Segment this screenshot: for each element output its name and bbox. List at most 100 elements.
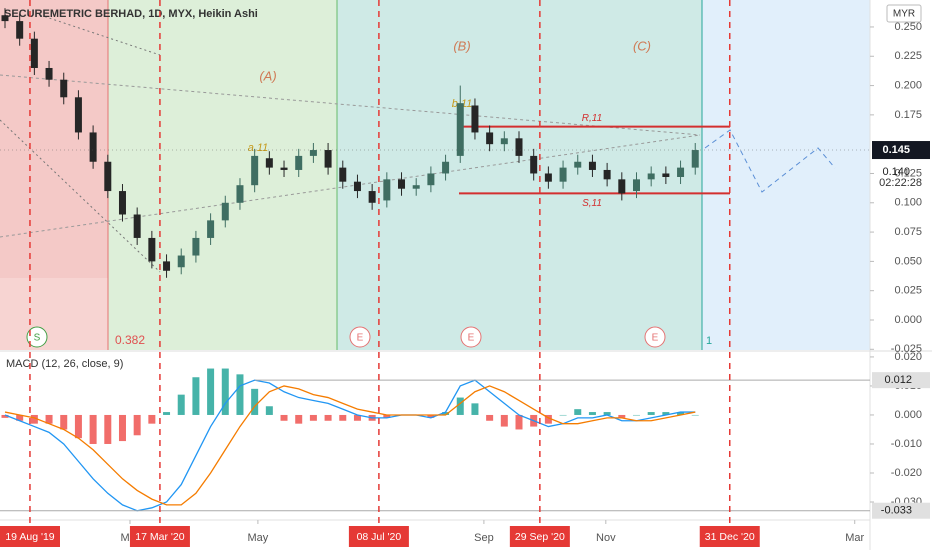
histogram-bar	[104, 414, 112, 444]
histogram-bar	[456, 397, 464, 415]
candle-body	[677, 167, 685, 177]
candle-body	[295, 155, 303, 170]
candle-body	[603, 169, 611, 180]
histogram-bar	[207, 368, 215, 415]
date-badge	[348, 526, 409, 547]
level-label: R,11	[582, 113, 602, 124]
zone-marker	[349, 326, 371, 348]
zone-green	[108, 0, 337, 350]
candle-body	[192, 237, 200, 256]
y-tick-label: 0.100	[894, 197, 922, 209]
histogram-bar	[603, 412, 611, 415]
x-tick-label: Nov	[596, 532, 616, 544]
histogram-bar	[309, 414, 317, 421]
histogram-bar	[265, 406, 273, 415]
histogram-bar	[691, 414, 699, 416]
last-price: 0.145	[882, 144, 910, 156]
histogram-bar	[1, 414, 9, 418]
y-tick-label: 0.125	[894, 167, 922, 179]
trend-line	[0, 119, 161, 273]
histogram-bar	[559, 414, 567, 416]
candle-body	[280, 167, 288, 170]
candle-body	[339, 167, 347, 182]
date-badge	[699, 526, 760, 547]
y-tick-label: 0.250	[894, 21, 922, 33]
histogram-bar	[118, 414, 126, 442]
zone-teal	[337, 0, 702, 350]
x-tick-label: Mar	[845, 532, 864, 544]
signal-line	[4, 385, 696, 506]
macd-badge-label: 0.012	[884, 374, 912, 386]
histogram-bar	[486, 414, 494, 421]
y-tick-label: 0.050	[894, 255, 922, 267]
countdown: 02:22:28	[879, 177, 922, 189]
histogram-bar	[427, 414, 435, 418]
candle-body	[177, 255, 185, 268]
candle-body	[133, 214, 141, 238]
candle-body	[486, 132, 494, 145]
candle-body	[500, 138, 508, 145]
candle-body	[368, 191, 376, 203]
macd-badge	[872, 502, 930, 519]
histogram-bar	[574, 409, 582, 415]
projection	[704, 129, 836, 193]
candle-body	[632, 179, 640, 192]
histogram-bar	[647, 412, 655, 415]
date-badge	[129, 526, 190, 547]
macd-title: MACD (12, 26, close, 9)	[6, 358, 123, 370]
candle-body	[471, 105, 479, 133]
histogram-bar	[192, 377, 200, 415]
zone-marker-label: E	[652, 333, 659, 344]
last-price-badge	[872, 141, 930, 160]
histogram-bar	[16, 414, 24, 421]
y-tick-label: 0.200	[894, 79, 922, 91]
histogram-bar	[280, 414, 288, 421]
histogram-bar	[471, 403, 479, 415]
histogram-bar	[544, 414, 552, 424]
price-label: 0.140	[882, 166, 910, 178]
date-badge	[509, 526, 570, 547]
histogram-bar	[133, 414, 141, 436]
y-tick-label: 0.175	[894, 109, 922, 121]
histogram-bar	[30, 414, 38, 424]
candle-body	[148, 237, 156, 262]
zone-marker	[644, 326, 666, 348]
currency: MYR	[893, 9, 915, 20]
candle-body	[1, 15, 9, 22]
candle-body	[618, 179, 626, 194]
candle-body	[324, 150, 332, 168]
macd-badge-label: -0.033	[881, 505, 912, 517]
candle-body	[544, 173, 552, 182]
histogram-bar	[221, 368, 229, 415]
candle-body	[309, 150, 317, 156]
annotation: (A)	[259, 68, 276, 83]
histogram-bar	[60, 414, 68, 430]
annotation: a,11	[248, 142, 269, 154]
candle-body	[398, 179, 406, 189]
x-tick-label: May	[247, 532, 268, 544]
candle-body	[16, 21, 24, 39]
candle-body	[89, 132, 97, 162]
histogram-bar	[515, 414, 523, 430]
candle-body	[574, 161, 582, 168]
chart-title: SECUREMETRIC BERHAD, 1D, MYX, Heikin Ash…	[4, 8, 258, 20]
x-tick-label: Sep	[474, 532, 494, 544]
histogram-bar	[662, 412, 670, 415]
histogram-bar	[89, 414, 97, 444]
candle-body	[427, 173, 435, 186]
histogram-bar	[236, 374, 244, 415]
candle-body	[30, 38, 38, 68]
candle-body	[588, 161, 596, 170]
candle-body	[45, 67, 53, 80]
histogram-bar	[177, 394, 185, 415]
candle-body	[691, 150, 699, 168]
candle-body	[647, 173, 655, 180]
histogram-bar	[339, 414, 347, 421]
trend-line	[39, 14, 161, 56]
histogram-bar	[74, 414, 82, 439]
candle-body	[353, 181, 361, 192]
candle-body	[412, 185, 420, 189]
zone-marker-label: S	[34, 333, 41, 344]
date-badge-label: 08 Jul '20	[357, 531, 402, 543]
